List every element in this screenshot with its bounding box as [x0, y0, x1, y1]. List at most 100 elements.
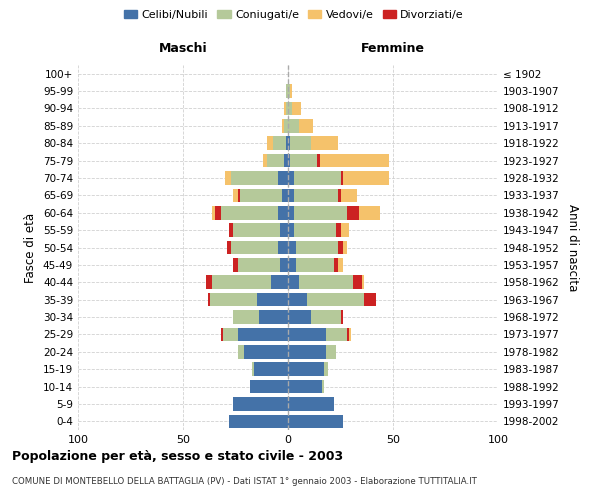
- Bar: [307, 293, 364, 306]
- Bar: [240, 188, 282, 202]
- Bar: [221, 328, 223, 341]
- Bar: [288, 362, 324, 376]
- Bar: [238, 188, 240, 202]
- Bar: [288, 258, 296, 272]
- Bar: [364, 293, 376, 306]
- Bar: [320, 154, 389, 168]
- Bar: [282, 188, 288, 202]
- Bar: [280, 258, 288, 272]
- Bar: [341, 171, 343, 185]
- Bar: [288, 154, 290, 168]
- Text: Popolazione per età, sesso e stato civile - 2003: Popolazione per età, sesso e stato civil…: [12, 450, 343, 463]
- Bar: [338, 188, 341, 202]
- Bar: [227, 240, 232, 254]
- Y-axis label: Fasce di età: Fasce di età: [25, 212, 37, 282]
- Bar: [288, 206, 295, 220]
- Bar: [288, 102, 292, 115]
- Bar: [295, 171, 341, 185]
- Bar: [288, 240, 296, 254]
- Bar: [233, 397, 288, 410]
- Bar: [288, 380, 322, 394]
- Bar: [277, 206, 288, 220]
- Bar: [263, 154, 267, 168]
- Bar: [290, 136, 311, 150]
- Bar: [324, 362, 328, 376]
- Bar: [343, 171, 389, 185]
- Bar: [206, 276, 212, 289]
- Bar: [225, 171, 232, 185]
- Bar: [286, 102, 288, 115]
- Bar: [233, 258, 238, 272]
- Bar: [229, 414, 288, 428]
- Bar: [286, 136, 288, 150]
- Bar: [280, 224, 288, 237]
- Bar: [290, 84, 292, 98]
- Bar: [295, 206, 347, 220]
- Bar: [353, 276, 361, 289]
- Bar: [232, 240, 277, 254]
- Bar: [288, 84, 290, 98]
- Bar: [284, 119, 288, 132]
- Bar: [259, 310, 288, 324]
- Bar: [311, 136, 338, 150]
- Text: Femmine: Femmine: [361, 42, 425, 54]
- Bar: [208, 293, 210, 306]
- Bar: [343, 240, 347, 254]
- Legend: Celibi/Nubili, Coniugati/e, Vedovi/e, Divorziati/e: Celibi/Nubili, Coniugati/e, Vedovi/e, Di…: [119, 6, 469, 25]
- Bar: [337, 224, 341, 237]
- Bar: [267, 154, 284, 168]
- Bar: [238, 328, 288, 341]
- Bar: [233, 224, 280, 237]
- Bar: [254, 362, 288, 376]
- Bar: [288, 310, 311, 324]
- Bar: [288, 293, 307, 306]
- Bar: [252, 362, 254, 376]
- Bar: [250, 380, 288, 394]
- Bar: [326, 328, 347, 341]
- Bar: [277, 240, 288, 254]
- Bar: [288, 119, 299, 132]
- Bar: [295, 188, 338, 202]
- Bar: [338, 258, 343, 272]
- Bar: [296, 258, 334, 272]
- Bar: [326, 345, 337, 358]
- Bar: [221, 206, 277, 220]
- Bar: [238, 258, 280, 272]
- Bar: [233, 188, 238, 202]
- Bar: [349, 328, 351, 341]
- Bar: [322, 380, 324, 394]
- Bar: [341, 188, 358, 202]
- Bar: [286, 84, 288, 98]
- Bar: [233, 310, 259, 324]
- Bar: [290, 154, 317, 168]
- Bar: [277, 171, 288, 185]
- Bar: [267, 136, 274, 150]
- Bar: [299, 276, 353, 289]
- Bar: [288, 171, 295, 185]
- Bar: [296, 240, 338, 254]
- Bar: [229, 224, 233, 237]
- Bar: [292, 102, 301, 115]
- Bar: [334, 258, 338, 272]
- Bar: [215, 206, 221, 220]
- Bar: [288, 345, 326, 358]
- Bar: [238, 345, 244, 358]
- Bar: [223, 328, 238, 341]
- Text: COMUNE DI MONTEBELLO DELLA BATTAGLIA (PV) - Dati ISTAT 1° gennaio 2003 - Elabora: COMUNE DI MONTEBELLO DELLA BATTAGLIA (PV…: [12, 478, 477, 486]
- Y-axis label: Anni di nascita: Anni di nascita: [566, 204, 579, 291]
- Bar: [341, 310, 343, 324]
- Bar: [288, 136, 290, 150]
- Bar: [288, 414, 343, 428]
- Bar: [288, 188, 295, 202]
- Bar: [359, 206, 380, 220]
- Bar: [299, 119, 313, 132]
- Bar: [288, 397, 334, 410]
- Bar: [341, 224, 349, 237]
- Bar: [212, 276, 271, 289]
- Bar: [257, 293, 288, 306]
- Bar: [311, 310, 341, 324]
- Bar: [347, 328, 349, 341]
- Bar: [295, 224, 337, 237]
- Bar: [282, 119, 284, 132]
- Bar: [347, 206, 359, 220]
